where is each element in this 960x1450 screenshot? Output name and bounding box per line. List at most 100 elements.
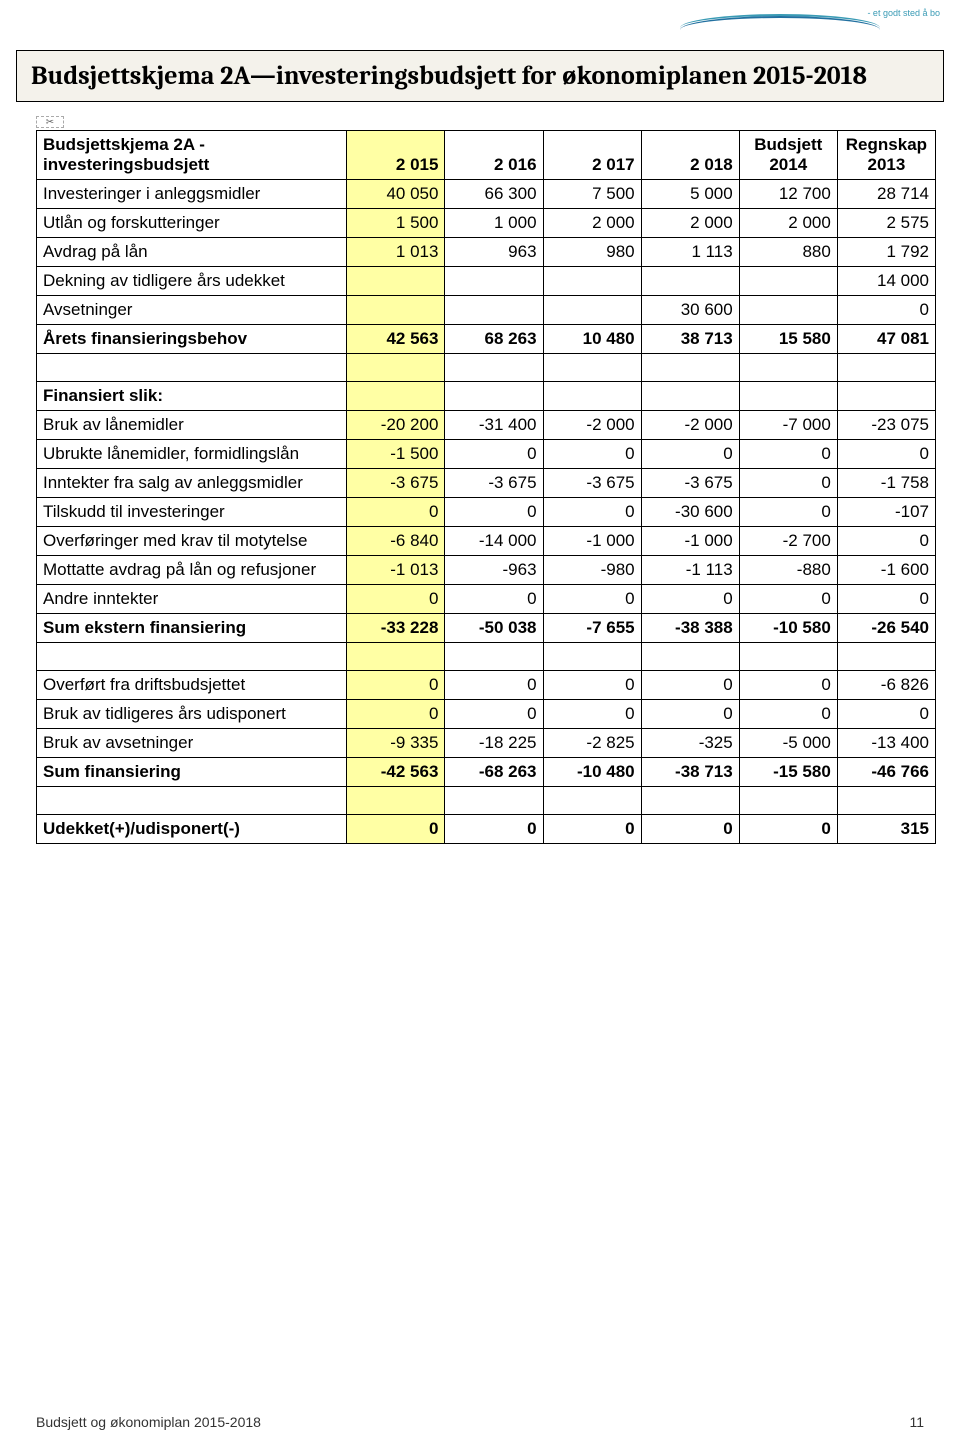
cell-value: 1 113 xyxy=(641,238,739,267)
cell-value xyxy=(347,787,445,815)
cell-value: 40 050 xyxy=(347,180,445,209)
cell-value: -2 700 xyxy=(739,527,837,556)
cell-value xyxy=(641,267,739,296)
cell-value: 0 xyxy=(641,815,739,844)
cell-value: 0 xyxy=(837,700,935,729)
col-2016: 2 016 xyxy=(445,131,543,180)
page-title: Budsjettskjema 2A—investeringsbudsjett f… xyxy=(31,61,929,91)
row-label: Sum ekstern finansiering xyxy=(37,614,347,643)
cell-value: 880 xyxy=(739,238,837,267)
cell-value: -13 400 xyxy=(837,729,935,758)
cell-value: 30 600 xyxy=(641,296,739,325)
cell-value xyxy=(739,643,837,671)
cell-value: -6 826 xyxy=(837,671,935,700)
row-label: Ubrukte lånemidler, formidlingslån xyxy=(37,440,347,469)
cell-value: -7 000 xyxy=(739,411,837,440)
cell-value: 0 xyxy=(739,498,837,527)
cell-value: 2 000 xyxy=(739,209,837,238)
cell-value: -7 655 xyxy=(543,614,641,643)
cell-value: -107 xyxy=(837,498,935,527)
footer-page-number: 11 xyxy=(909,1414,924,1430)
cell-value: 0 xyxy=(445,585,543,614)
cell-value: 42 563 xyxy=(347,325,445,354)
cell-value: -3 675 xyxy=(641,469,739,498)
cell-value: 0 xyxy=(641,585,739,614)
col-budsjett-2014: Budsjett2014 xyxy=(739,131,837,180)
cell-value xyxy=(445,643,543,671)
cell-value: -1 500 xyxy=(347,440,445,469)
crop-icon: ✂ xyxy=(36,116,64,128)
row-label: Avsetninger xyxy=(37,296,347,325)
cell-value xyxy=(641,787,739,815)
cell-value: 0 xyxy=(837,296,935,325)
cell-value: -1 758 xyxy=(837,469,935,498)
cell-value: 0 xyxy=(445,700,543,729)
cell-value: -1 600 xyxy=(837,556,935,585)
row-label: Inntekter fra salg av anleggsmidler xyxy=(37,469,347,498)
cell-value: 0 xyxy=(641,671,739,700)
cell-value: -14 000 xyxy=(445,527,543,556)
cell-value: 0 xyxy=(543,700,641,729)
cell-value xyxy=(445,354,543,382)
cell-value: 14 000 xyxy=(837,267,935,296)
cell-value: -1 113 xyxy=(641,556,739,585)
cell-value xyxy=(347,354,445,382)
budget-table-container: ✂ Budsjettskjema 2A -investeringsbudsjet… xyxy=(36,130,936,844)
page-title-box: Budsjettskjema 2A—investeringsbudsjett f… xyxy=(16,50,944,102)
cell-value: -46 766 xyxy=(837,758,935,787)
cell-value xyxy=(641,643,739,671)
logo-tagline: - et godt sted å bo xyxy=(867,8,940,18)
cell-value: -30 600 xyxy=(641,498,739,527)
cell-value: 315 xyxy=(837,815,935,844)
cell-value: -38 713 xyxy=(641,758,739,787)
cell-value: 2 000 xyxy=(543,209,641,238)
row-label: Finansiert slik: xyxy=(37,382,347,411)
cell-value: 10 480 xyxy=(543,325,641,354)
cell-value: 0 xyxy=(445,498,543,527)
budget-table: Budsjettskjema 2A -investeringsbudsjett 2… xyxy=(36,130,936,844)
row-label: Tilskudd til investeringer xyxy=(37,498,347,527)
cell-value: -10 480 xyxy=(543,758,641,787)
col-regnskap-2013: Regnskap2013 xyxy=(837,131,935,180)
row-label: Bruk av avsetninger xyxy=(37,729,347,758)
cell-value xyxy=(347,296,445,325)
cell-value: 0 xyxy=(739,815,837,844)
row-label: Bruk av lånemidler xyxy=(37,411,347,440)
cell-value: 0 xyxy=(445,815,543,844)
cell-value xyxy=(739,267,837,296)
cell-value: 1 792 xyxy=(837,238,935,267)
cell-value: -50 038 xyxy=(445,614,543,643)
cell-value: 0 xyxy=(739,469,837,498)
cell-value xyxy=(347,643,445,671)
cell-value xyxy=(739,382,837,411)
cell-value: -1 000 xyxy=(543,527,641,556)
cell-value: 1 013 xyxy=(347,238,445,267)
cell-value xyxy=(641,382,739,411)
table-header-label: Budsjettskjema 2A -investeringsbudsjett xyxy=(43,135,340,175)
cell-value: 0 xyxy=(347,498,445,527)
row-label: Overført fra driftsbudsjettet xyxy=(37,671,347,700)
cell-value xyxy=(445,267,543,296)
cell-value: -6 840 xyxy=(347,527,445,556)
cell-value xyxy=(837,382,935,411)
cell-value xyxy=(445,382,543,411)
row-label: Investeringer i anleggsmidler xyxy=(37,180,347,209)
cell-value: -3 675 xyxy=(347,469,445,498)
cell-value: -15 580 xyxy=(739,758,837,787)
cell-value xyxy=(347,267,445,296)
cell-value: 1 000 xyxy=(445,209,543,238)
row-label: Udekket(+)/udisponert(-) xyxy=(37,815,347,844)
cell-value: -880 xyxy=(739,556,837,585)
cell-value: 0 xyxy=(543,815,641,844)
cell-value: -1 013 xyxy=(347,556,445,585)
cell-value: -3 675 xyxy=(445,469,543,498)
cell-value xyxy=(739,296,837,325)
cell-value: 0 xyxy=(641,700,739,729)
cell-value: 12 700 xyxy=(739,180,837,209)
cell-value: 2 000 xyxy=(641,209,739,238)
cell-value: -963 xyxy=(445,556,543,585)
cell-value: 0 xyxy=(543,440,641,469)
cell-value: -38 388 xyxy=(641,614,739,643)
cell-value: -33 228 xyxy=(347,614,445,643)
col-2017: 2 017 xyxy=(543,131,641,180)
